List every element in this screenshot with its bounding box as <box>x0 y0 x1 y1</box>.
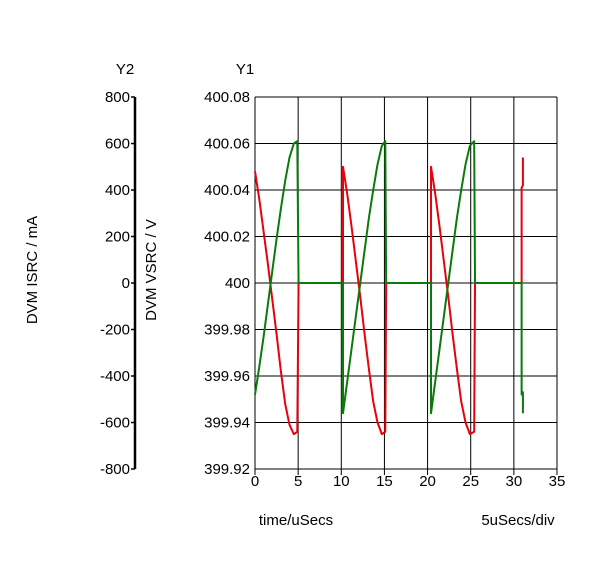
x-tick-label: 0 <box>251 473 259 490</box>
y2-tick-label: 800 <box>105 89 130 106</box>
current-trace <box>254 140 524 415</box>
y1-tick-label: 400.08 <box>204 89 250 106</box>
x-tick-label: 25 <box>462 473 479 490</box>
y2-axis-label: DVM ISRC / mA <box>24 216 41 324</box>
y1-axis-label: DVM VSRC / V <box>143 219 160 321</box>
series-group <box>254 140 524 436</box>
y2-tick-label: -400 <box>100 368 130 385</box>
y1-title: Y1 <box>236 61 254 78</box>
x-tick-label: 10 <box>333 473 350 490</box>
y1-tick-label: 400.06 <box>204 136 250 153</box>
y2-tick-label: 600 <box>105 136 130 153</box>
y2-title: Y2 <box>116 61 134 78</box>
x-tick-label: 5 <box>294 473 302 490</box>
y1-tick-label: 399.96 <box>204 368 250 385</box>
y2-tick-label: 400 <box>105 182 130 199</box>
y1-tick-label: 399.92 <box>204 461 250 478</box>
y1-tick-label: 399.94 <box>204 415 250 432</box>
voltage-trace <box>254 157 524 436</box>
x-div-label: 5uSecs/div <box>481 512 555 529</box>
y2-tick-label: 0 <box>122 275 130 292</box>
x-tick-label: 20 <box>419 473 436 490</box>
x-axis-label: time/uSecs <box>259 512 333 529</box>
x-tick-label: 15 <box>376 473 393 490</box>
y2-tick-label: -800 <box>100 461 130 478</box>
y2-tick-label: 200 <box>105 229 130 246</box>
tick-labels: 0 5 10 15 20 25 30 35 399.92 399.94 399.96 399.98 40… <box>100 89 565 490</box>
axes <box>131 96 558 475</box>
y2-tick-label: -200 <box>100 322 130 339</box>
y1-tick-label: 400 <box>225 275 250 292</box>
y2-tick-label: -600 <box>100 415 130 432</box>
x-tick-label: 30 <box>506 473 523 490</box>
y1-tick-label: 399.98 <box>204 322 250 339</box>
x-tick-label: 35 <box>549 473 566 490</box>
y1-tick-label: 400.04 <box>204 182 250 199</box>
y1-tick-label: 400.02 <box>204 229 250 246</box>
